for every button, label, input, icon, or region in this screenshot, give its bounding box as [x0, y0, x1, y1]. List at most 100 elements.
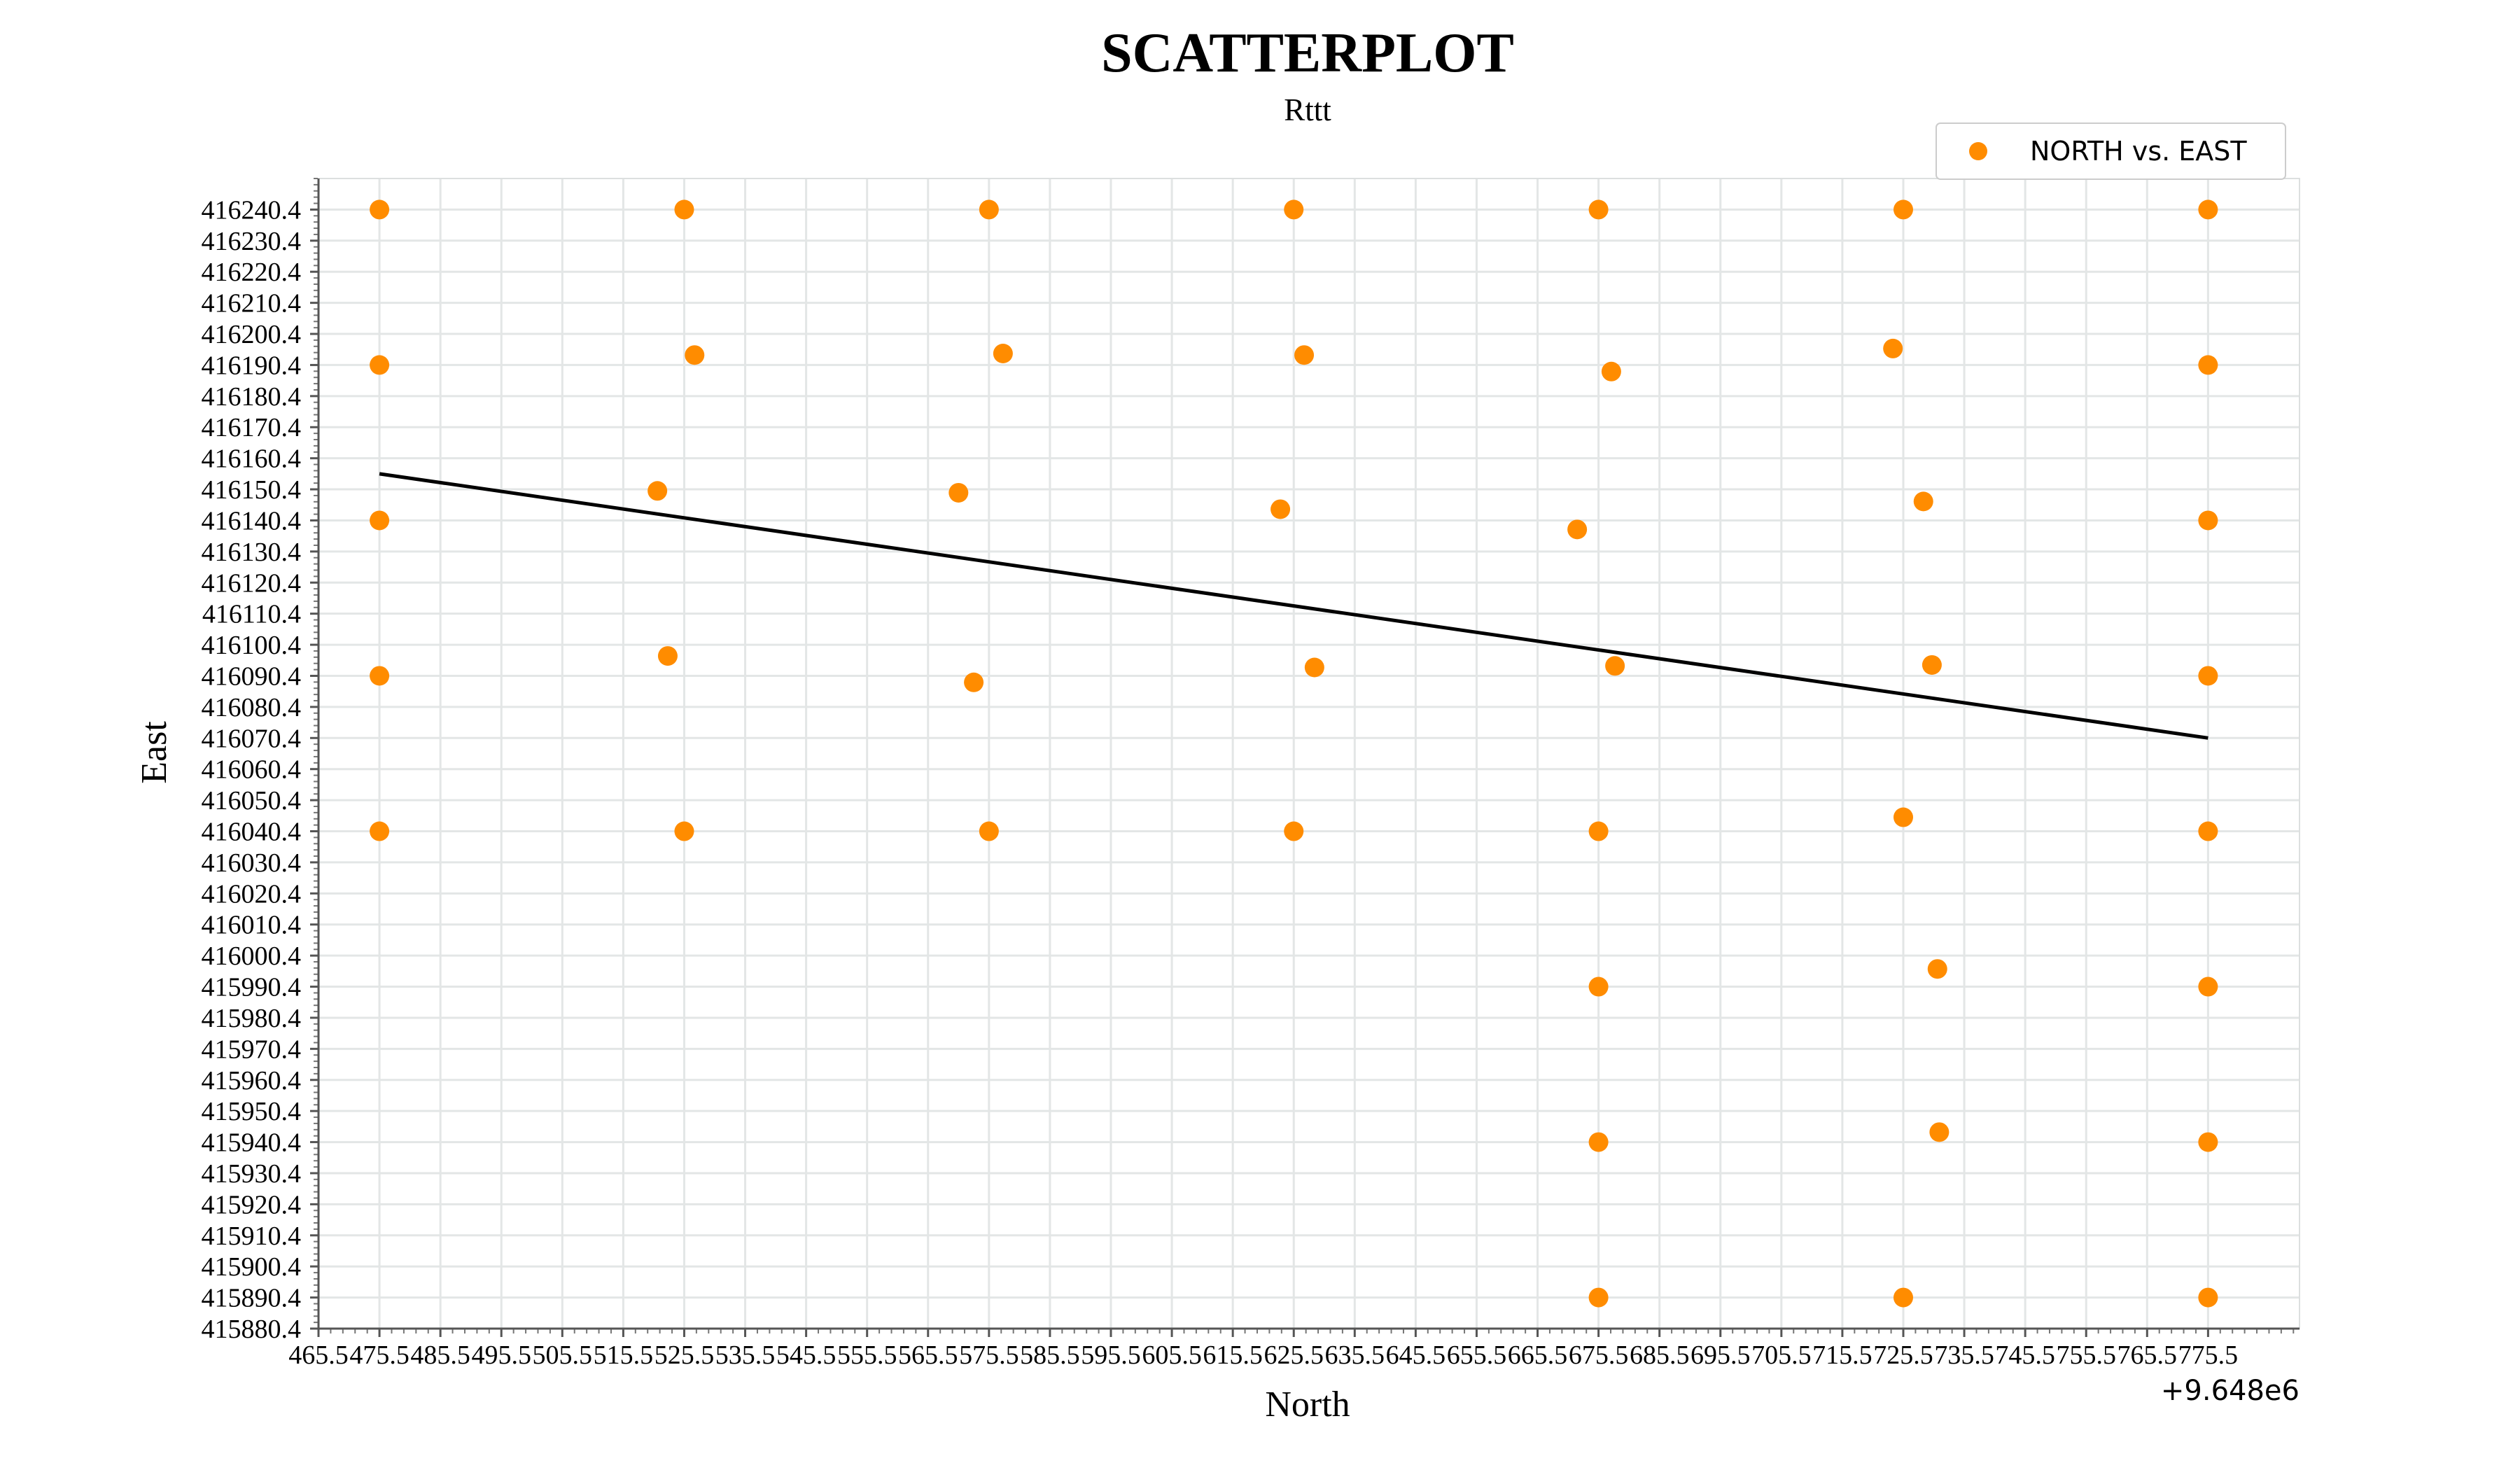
- scatter-point: [1927, 959, 1947, 979]
- scatter-point: [1294, 345, 1315, 365]
- y-tick-label: 415970.4: [202, 1035, 302, 1064]
- x-tick-label: 655.5: [1447, 1340, 1507, 1370]
- scatter-point: [948, 482, 969, 503]
- x-tick-label: 775.5: [2178, 1340, 2239, 1370]
- scatter-point: [1304, 657, 1324, 678]
- scatter-point: [1929, 1122, 1949, 1142]
- legend-box: [1935, 122, 2286, 180]
- y-tick-label: 415920.4: [202, 1190, 302, 1219]
- scatter-point: [1284, 200, 1304, 220]
- y-tick-label: 416090.4: [202, 662, 302, 691]
- scatter-point: [964, 672, 984, 692]
- x-axis-label: North: [1265, 1385, 1350, 1424]
- scatter-point: [370, 666, 390, 686]
- y-tick-label: 416210.4: [202, 289, 302, 318]
- y-tick-label: 416180.4: [202, 382, 302, 412]
- y-tick-label: 415950.4: [202, 1097, 302, 1126]
- y-tick-label: 415960.4: [202, 1066, 302, 1096]
- x-axis-ticks: 465.5 475.5 485.5 495.5 505.5 515.5 525.5 535.5…: [288, 1329, 2238, 1370]
- y-tick-label: 416130.4: [202, 538, 302, 567]
- x-tick-label: 505.5: [533, 1340, 593, 1370]
- x-tick-label: 625.5: [1264, 1340, 1324, 1370]
- y-tick-label: 416160.4: [202, 444, 302, 474]
- y-tick-label: 415990.4: [202, 973, 302, 1002]
- grid: [317, 178, 2300, 1330]
- scatter-point: [2198, 200, 2218, 220]
- y-tick-label: 416080.4: [202, 693, 302, 722]
- scatter-point: [674, 200, 694, 220]
- chart-title: SCATTERPLOT: [1101, 22, 1514, 84]
- y-tick-label: 415980.4: [202, 1004, 302, 1033]
- scatter-point: [1601, 361, 1621, 382]
- x-tick-label: 705.5: [1751, 1340, 1812, 1370]
- y-tick-label: 416170.4: [202, 413, 302, 442]
- trend-line: [379, 472, 2208, 740]
- x-tick-label: 685.5: [1630, 1340, 1690, 1370]
- x-tick-label: 635.5: [1325, 1340, 1385, 1370]
- legend: NORTH vs. EAST: [1935, 122, 2286, 180]
- scatter-point: [2198, 976, 2218, 997]
- y-tick-label: 416000.4: [202, 941, 302, 971]
- scatter-point: [2198, 666, 2218, 686]
- y-axis-label: East: [134, 721, 174, 784]
- x-tick-label: 565.5: [898, 1340, 958, 1370]
- chart-subtitle: Rttt: [1284, 92, 1331, 127]
- scatter-point: [993, 344, 1013, 364]
- scatter-point: [1921, 654, 1942, 675]
- y-tick-label: 415900.4: [202, 1252, 302, 1282]
- x-tick-label: 585.5: [1020, 1340, 1080, 1370]
- y-tick-label: 416120.4: [202, 568, 302, 598]
- scatter-point: [1605, 656, 1625, 676]
- scatter-point: [370, 510, 390, 531]
- y-tick-label: 416230.4: [202, 227, 302, 256]
- scatter-point: [979, 200, 999, 220]
- x-tick-label: 665.5: [1508, 1340, 1568, 1370]
- y-tick-label: 416070.4: [202, 724, 302, 753]
- scatter-point: [674, 821, 694, 841]
- scatter-point: [2198, 1132, 2218, 1152]
- scatter-point: [1893, 807, 1913, 827]
- scatter-point: [1588, 976, 1609, 997]
- scatter-point: [1588, 1287, 1609, 1308]
- x-tick-label: 465.5: [288, 1340, 349, 1370]
- scatter-point: [370, 355, 390, 375]
- y-tick-label: 416150.4: [202, 475, 302, 505]
- scatter-point: [2198, 510, 2218, 531]
- y-tick-label: 416040.4: [202, 818, 302, 847]
- scatter-point: [2198, 355, 2218, 375]
- legend-marker: [1969, 142, 1987, 160]
- y-tick-label: 416030.4: [202, 848, 302, 878]
- x-tick-label: 525.5: [654, 1340, 715, 1370]
- y-tick-label: 415910.4: [202, 1222, 302, 1251]
- y-tick-label: 416100.4: [202, 631, 302, 660]
- scatter-point: [1588, 821, 1609, 841]
- legend-label: NORTH vs. EAST: [2030, 136, 2247, 167]
- y-tick-label: 415930.4: [202, 1159, 302, 1189]
- x-tick-label: 675.5: [1569, 1340, 1629, 1370]
- x-tick-label: 615.5: [1203, 1340, 1263, 1370]
- scatter-point: [370, 200, 390, 220]
- scatter-point: [1883, 338, 1903, 358]
- x-tick-label: 535.5: [715, 1340, 776, 1370]
- scatter-point: [370, 821, 390, 841]
- y-tick-label: 416110.4: [202, 600, 301, 629]
- scatter-point: [979, 821, 999, 841]
- y-tick-label: 416010.4: [202, 911, 302, 940]
- scatter-point: [2198, 821, 2218, 841]
- y-tick-label: 416200.4: [202, 320, 302, 349]
- x-tick-label: 605.5: [1142, 1340, 1202, 1370]
- scatter-point: [1588, 1132, 1609, 1152]
- x-tick-label: 735.5: [1934, 1340, 1994, 1370]
- x-tick-label: 555.5: [837, 1340, 897, 1370]
- scatter-points: [370, 200, 2218, 1308]
- x-tick-label: 645.5: [1386, 1340, 1446, 1370]
- x-tick-label: 515.5: [594, 1340, 654, 1370]
- x-tick-label: 595.5: [1081, 1340, 1141, 1370]
- y-tick-label: 415880.4: [202, 1315, 302, 1344]
- scatter-point: [2198, 1287, 2218, 1308]
- x-tick-label: 715.5: [1812, 1340, 1872, 1370]
- x-tick-label: 725.5: [1873, 1340, 1933, 1370]
- scatter-point: [1567, 519, 1588, 540]
